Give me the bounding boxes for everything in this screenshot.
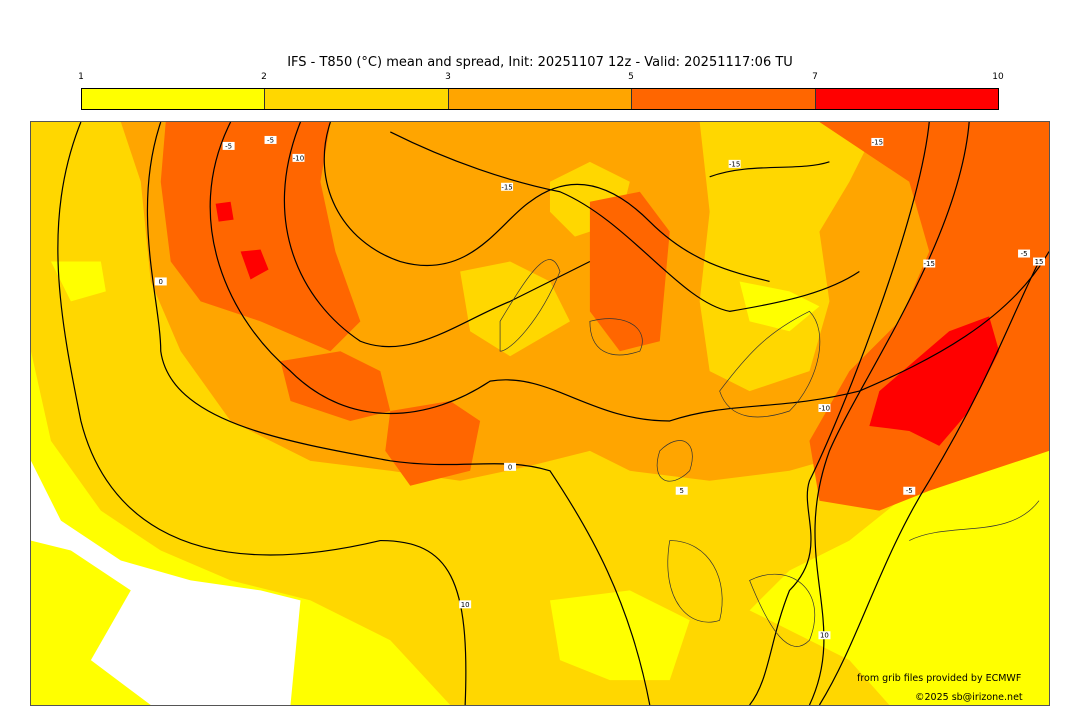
- contour-label-bg: [292, 153, 305, 162]
- spread-5-7: [160, 122, 361, 352]
- spread-5-7: [589, 191, 670, 352]
- contour-label-bg: [675, 486, 688, 495]
- contour-label-bg: [923, 259, 936, 268]
- contour-label: 0: [508, 463, 512, 471]
- contour-label-bg: [222, 141, 235, 150]
- contour-label-bg: [903, 486, 916, 495]
- colorbar-tick: 10: [992, 72, 1004, 82]
- contour-label: -5: [225, 142, 232, 150]
- colorbar-segment: [265, 89, 449, 109]
- contour-label: 15: [1035, 258, 1044, 266]
- weather-map: -5 -5 -10 -15 -15 -15 -15 -10 -5 0 -5 0 5 10 10 15: [30, 121, 1050, 706]
- contour-label-bg: [818, 404, 831, 413]
- contour-label: -5: [267, 136, 274, 144]
- contour-label-bg: [504, 462, 517, 471]
- contour-label-bg: [459, 600, 472, 609]
- isotherm-contours: [57, 122, 1049, 705]
- colorbar-segment: [815, 89, 999, 109]
- contour-label: 0: [159, 278, 163, 286]
- spread-1-2: [739, 281, 820, 332]
- colorbar-tick: 1: [78, 72, 84, 82]
- contour-label-bg: [264, 135, 277, 144]
- contour-label: -5: [1021, 250, 1028, 258]
- colorbar-tick: 5: [628, 72, 634, 82]
- contour-label: -15: [729, 160, 740, 168]
- colorbar-segment: [82, 89, 266, 109]
- contour-label-bg: [871, 137, 884, 146]
- contour-label: -5: [906, 487, 913, 495]
- contour-label: -15: [924, 260, 935, 268]
- contour-label-bg: [818, 631, 831, 640]
- colorbar-segment: [448, 89, 633, 109]
- contour-label-bg: [1033, 257, 1046, 266]
- contour-label: 5: [680, 487, 684, 495]
- colorbar: [81, 88, 999, 110]
- data-source-credit: from grib files provided by ECMWF: [857, 673, 1022, 684]
- spread-2-3: [31, 122, 1049, 705]
- spread-7-10: [215, 201, 234, 222]
- colorbar-tick: 2: [261, 72, 267, 82]
- spread-1-2: [549, 590, 690, 681]
- contour-label: -15: [872, 138, 883, 146]
- contour-label-bg: [154, 277, 167, 286]
- spread-7-10: [240, 249, 269, 280]
- contour-label: 10: [461, 601, 470, 609]
- colorbar-tick: 7: [812, 72, 818, 82]
- contour-label-bg: [501, 182, 514, 191]
- spread-1-2: [31, 540, 131, 661]
- spread-1-2: [50, 261, 106, 302]
- colorbar-tick: 3: [445, 72, 451, 82]
- chart-title: IFS - T850 (°C) mean and spread, Init: 2…: [287, 55, 793, 70]
- contour-label-bg: [728, 159, 741, 168]
- colorbar-segment: [632, 89, 816, 109]
- contour-label: -10: [819, 405, 830, 413]
- spread-5-7: [809, 122, 1049, 511]
- spread-2-3: [699, 122, 880, 392]
- contour-label: 10: [820, 632, 829, 640]
- copyright-credit: ©2025 sb@irizone.net: [915, 692, 1023, 703]
- contour-label-bg: [1018, 249, 1031, 258]
- spread-5-7: [280, 351, 391, 421]
- contour-labels: -5 -5 -10 -15 -15 -15 -15 -10 -5 0 -5 0 5 10 10 15: [154, 135, 1046, 640]
- contour-label: -15: [501, 183, 512, 191]
- contour-label: -10: [293, 154, 304, 162]
